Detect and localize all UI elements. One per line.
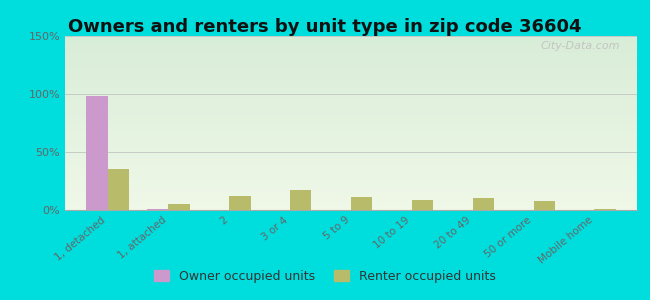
Bar bbox=[534, 201, 555, 210]
Bar bbox=[412, 200, 433, 210]
Bar bbox=[147, 209, 168, 210]
Text: City-Data.com: City-Data.com bbox=[540, 41, 620, 51]
Bar bbox=[351, 197, 372, 210]
Bar bbox=[594, 209, 616, 210]
Bar bbox=[290, 190, 311, 210]
Bar bbox=[229, 196, 251, 210]
Bar bbox=[86, 96, 108, 210]
Legend: Owner occupied units, Renter occupied units: Owner occupied units, Renter occupied un… bbox=[149, 265, 501, 288]
Bar bbox=[473, 198, 494, 210]
Text: Owners and renters by unit type in zip code 36604: Owners and renters by unit type in zip c… bbox=[68, 18, 582, 36]
Bar bbox=[168, 204, 190, 210]
Bar bbox=[108, 169, 129, 210]
